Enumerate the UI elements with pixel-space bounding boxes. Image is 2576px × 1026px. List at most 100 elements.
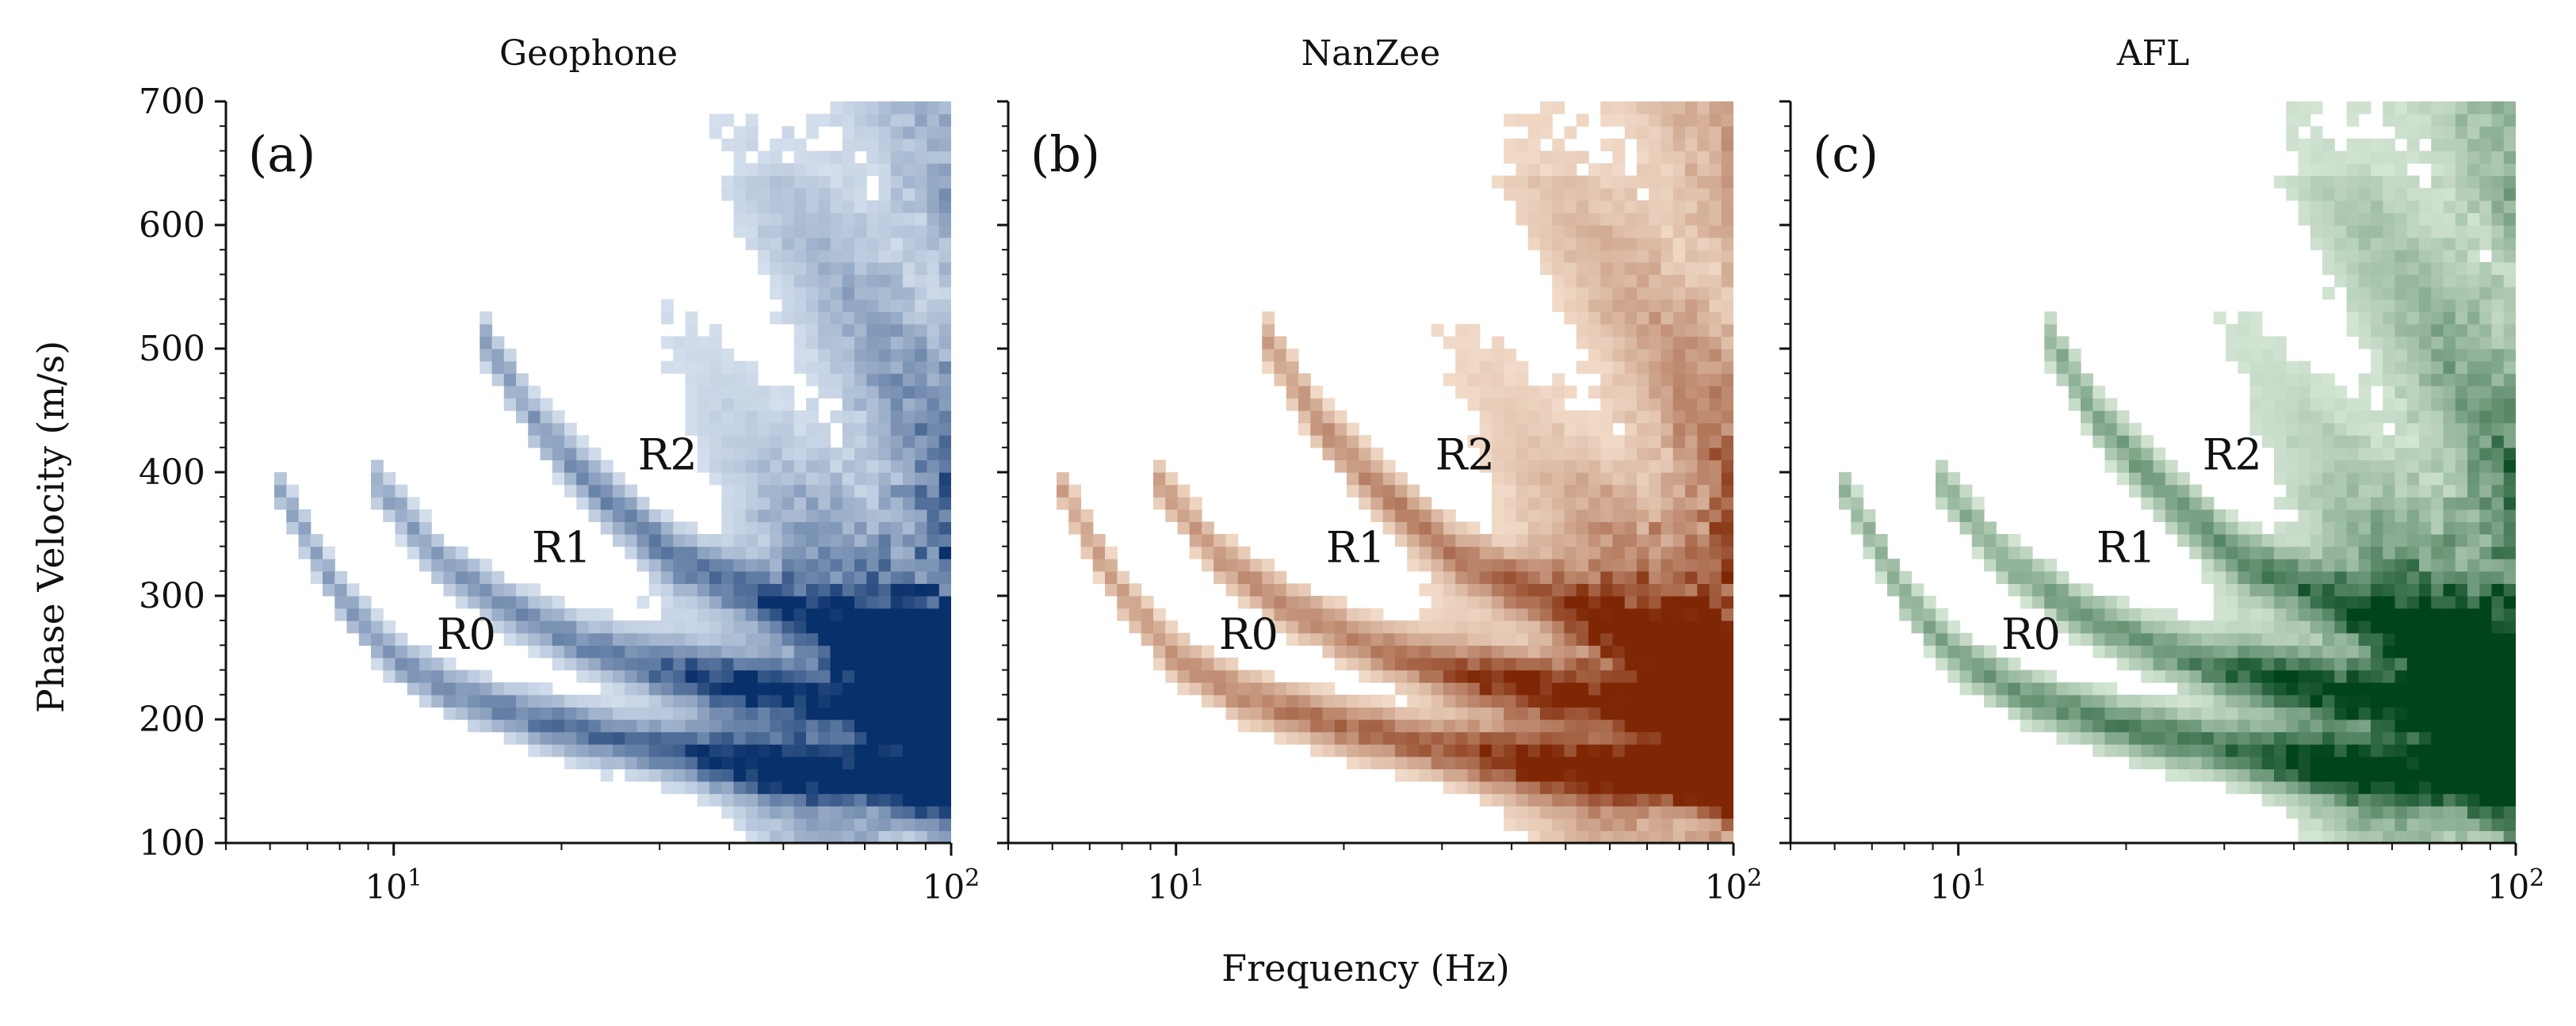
heatmap-cell — [758, 534, 770, 547]
heatmap-cell — [1479, 559, 1492, 572]
heatmap-cell — [830, 694, 843, 708]
heatmap-cell — [745, 138, 759, 151]
heatmap-cell — [1721, 583, 1733, 597]
heatmap-cell — [1504, 806, 1517, 819]
heatmap-cell — [733, 460, 747, 473]
heatmap-cell — [1515, 175, 1529, 189]
heatmap-cell — [903, 323, 915, 337]
heatmap-cell — [842, 608, 855, 621]
heatmap-cell — [2226, 769, 2238, 782]
heatmap-cell — [1685, 274, 1698, 288]
heatmap-cell — [915, 435, 928, 448]
heatmap-cell — [915, 793, 928, 807]
heatmap-cell — [1504, 781, 1517, 795]
heatmap-cell — [323, 570, 335, 584]
heatmap-cell — [782, 793, 795, 807]
heatmap-cell — [1153, 497, 1166, 510]
heatmap-cell — [866, 398, 880, 411]
heatmap-cell — [2165, 620, 2178, 634]
heatmap-cell — [2455, 237, 2468, 250]
heatmap-cell — [1661, 398, 1674, 411]
heatmap-cell — [1431, 620, 1444, 634]
heatmap-cell — [2081, 583, 2093, 597]
heatmap-cell — [1492, 422, 1504, 436]
heatmap-cell — [2322, 163, 2335, 177]
heatmap-cell — [2383, 200, 2396, 213]
heatmap-cell — [842, 336, 855, 349]
heatmap-cell — [1492, 336, 1504, 349]
heatmap-cell — [1225, 669, 1239, 683]
heatmap-cell — [1504, 645, 1517, 658]
heatmap-cell — [866, 781, 880, 795]
heatmap-cell — [1637, 212, 1649, 226]
heatmap-cell — [1697, 398, 1710, 411]
heatmap-cell — [2213, 694, 2226, 708]
heatmap-cell — [1685, 731, 1698, 745]
heatmap-cell — [2201, 744, 2215, 757]
heatmap-cell — [1697, 360, 1710, 374]
heatmap-cell — [2177, 472, 2190, 486]
heatmap-cell — [2358, 719, 2372, 733]
heatmap-cell — [636, 521, 650, 535]
heatmap-cell — [2394, 311, 2408, 325]
heatmap-cell — [503, 682, 517, 696]
heatmap-cell — [2406, 225, 2420, 238]
heatmap-cell — [1262, 583, 1275, 597]
heatmap-cell — [2116, 435, 2130, 448]
heatmap-cell — [758, 546, 770, 559]
heatmap-cell — [1697, 323, 1710, 337]
heatmap-cell — [1649, 769, 1662, 782]
heatmap-cell — [1624, 620, 1638, 634]
heatmap-cell — [2298, 632, 2311, 646]
heatmap-cell — [1576, 175, 1589, 189]
heatmap-cell — [2394, 349, 2408, 362]
heatmap-cell — [866, 806, 880, 819]
heatmap-cell — [2165, 472, 2178, 486]
heatmap-cell — [636, 744, 650, 757]
heatmap-cell — [830, 212, 843, 226]
heatmap-cell — [733, 188, 747, 201]
heatmap-cell — [745, 385, 759, 399]
heatmap-cell — [878, 645, 892, 658]
heatmap-cell — [866, 373, 880, 387]
heatmap-cell — [1105, 583, 1118, 597]
heatmap-cell — [1588, 806, 1601, 819]
heatmap-cell — [648, 521, 662, 535]
heatmap-cell — [1080, 546, 1094, 559]
heatmap-cell — [2346, 311, 2360, 325]
heatmap-cell — [733, 645, 747, 658]
heatmap-cell — [2419, 385, 2432, 399]
mode-label-r0: R0 — [437, 609, 496, 659]
heatmap-cell — [854, 509, 867, 522]
heatmap-cell — [721, 669, 735, 683]
heatmap-cell — [1552, 509, 1565, 522]
heatmap-cell — [1443, 756, 1456, 769]
heatmap-cell — [2274, 744, 2287, 757]
heatmap-cell — [2249, 559, 2263, 572]
heatmap-cell — [2129, 447, 2142, 460]
heatmap-cell — [2431, 287, 2444, 300]
heatmap-cell — [1515, 719, 1529, 733]
heatmap-cell — [2491, 151, 2505, 164]
heatmap-cell — [1443, 559, 1456, 572]
heatmap-cell — [878, 620, 892, 634]
heatmap-cell — [2419, 830, 2432, 843]
heatmap-cell — [1443, 682, 1456, 696]
heatmap-cell — [1649, 583, 1662, 597]
heatmap-cell — [818, 658, 831, 671]
heatmap-cell — [1552, 583, 1565, 597]
heatmap-cell — [1637, 769, 1649, 782]
heatmap-cell — [2371, 373, 2383, 387]
heatmap-cell — [2213, 596, 2226, 609]
heatmap-cell — [2334, 151, 2348, 164]
heatmap-cell — [2479, 410, 2493, 424]
heatmap-cell — [1576, 422, 1589, 436]
heatmap-cell — [1322, 719, 1336, 733]
heatmap-cell — [854, 694, 867, 708]
heatmap-cell — [2286, 410, 2299, 424]
heatmap-cell — [1431, 570, 1444, 584]
heatmap-cell — [613, 707, 625, 720]
heatmap-cell — [2346, 596, 2360, 609]
heatmap-cell — [2286, 806, 2299, 819]
heatmap-cell — [1540, 484, 1553, 498]
